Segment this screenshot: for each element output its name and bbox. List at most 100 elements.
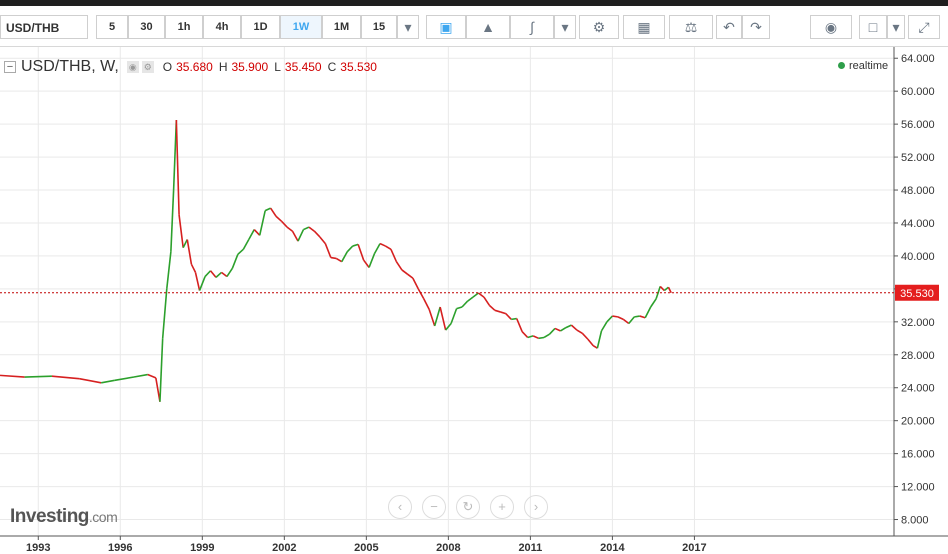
series-segment [170, 189, 175, 252]
studies-button[interactable]: ▦ [623, 15, 665, 39]
series-segment [379, 242, 386, 247]
series-segment [472, 292, 479, 298]
x-tick-label: 1993 [26, 542, 50, 554]
interval-1d[interactable]: 1D [241, 15, 280, 39]
series-segment [521, 331, 529, 339]
eye-icon[interactable]: ◉ [126, 61, 139, 73]
scroll-left-button[interactable]: ‹ [388, 495, 412, 519]
zoom-in-button[interactable]: + [490, 495, 514, 519]
high-value: 35.900 [231, 60, 269, 74]
redo-icon: ↷ [750, 19, 762, 35]
x-tick-label: 2002 [272, 542, 296, 554]
investing-logo: Investing.com [10, 506, 118, 528]
caret-down-icon: ▾ [404, 19, 412, 35]
redo-button[interactable]: ↷ [742, 15, 770, 39]
series-segment [373, 243, 381, 254]
minus-icon: − [430, 499, 438, 514]
interval-dropdown[interactable]: ▾ [397, 15, 419, 39]
series-segment [209, 270, 217, 278]
series-segment [515, 318, 523, 333]
interval-1m[interactable]: 1M [322, 15, 361, 39]
series-segment [667, 286, 672, 294]
series-segment [161, 288, 168, 339]
series-segment [237, 248, 244, 255]
last-price-tag: 35.530 [895, 284, 939, 301]
series-segment [500, 311, 507, 315]
series-segment [286, 226, 294, 232]
realtime-indicator: realtime [838, 60, 888, 72]
series-segment [663, 286, 669, 292]
y-tick-label: 8.000 [901, 515, 929, 527]
close-value: 35.530 [340, 60, 377, 74]
price-chart[interactable]: 64.000 60.000 56.000 52.000 48.000 44.000 40.0… [0, 47, 948, 554]
indicators-icon: ∫ [530, 19, 534, 35]
low-value: 35.450 [284, 60, 322, 74]
toolbar: USD/THB 5 30 1h 4h 1D 1W 1M 15 ▾ ▣ ▲ ∫ ▾… [0, 6, 948, 47]
series-segment [248, 229, 255, 240]
chart-legend: − USD/THB, W, ◉ ⚙ O 35.680 H 35.900 L 35.45… [0, 54, 377, 80]
indicators-button[interactable]: ∫ [510, 15, 554, 39]
scales-icon: ⚖ [684, 19, 698, 35]
logo-main: Investing [10, 506, 89, 527]
indicators-dropdown[interactable]: ▾ [554, 15, 576, 39]
y-tick-label: 24.000 [901, 383, 935, 395]
series-segment [159, 338, 164, 402]
color-button[interactable]: □ [859, 15, 887, 39]
gear-icon[interactable]: ⚙ [141, 61, 154, 73]
series-segment [215, 271, 222, 278]
price-series [0, 119, 672, 402]
compare-button[interactable]: ⚖ [669, 15, 713, 39]
y-tick-label: 48.000 [901, 185, 935, 197]
status-dot-icon [838, 62, 845, 69]
series-segment [538, 336, 545, 340]
scroll-right-button[interactable]: › [524, 495, 548, 519]
color-dropdown[interactable]: ▾ [887, 15, 905, 39]
series-segment [433, 306, 441, 327]
series-segment [560, 326, 567, 332]
series-segment [401, 269, 408, 275]
undo-button[interactable]: ↶ [716, 15, 742, 39]
series-segment [198, 276, 206, 291]
series-segment [532, 335, 539, 340]
x-tick-label: 1999 [190, 542, 214, 554]
series-segment [269, 207, 277, 217]
series-segment [324, 243, 332, 258]
area-chart-button[interactable]: ▲ [466, 15, 510, 39]
interval-1h[interactable]: 1h [165, 15, 203, 39]
series-segment [543, 333, 550, 339]
series-segment [644, 306, 652, 319]
interval-15[interactable]: 15 [361, 15, 397, 39]
series-segment [330, 256, 337, 260]
series-segment [439, 306, 447, 331]
series-segment [483, 296, 491, 306]
settings-button[interactable]: ⚙ [579, 15, 619, 39]
series-segment [352, 243, 359, 247]
series-segment [494, 309, 501, 313]
fullscreen-button[interactable]: ⤢ [908, 15, 940, 39]
area-chart-icon: ▲ [481, 19, 495, 35]
candles-button[interactable]: ▣ [426, 15, 466, 39]
series-segment [291, 230, 299, 242]
y-tick-label: 32.000 [901, 317, 935, 329]
series-segment [417, 288, 425, 300]
reset-button[interactable]: ↻ [456, 495, 480, 519]
collapse-legend-icon[interactable]: − [4, 61, 16, 73]
series-segment [385, 245, 392, 251]
interval-4h[interactable]: 4h [203, 15, 241, 39]
interval-1w[interactable]: 1W [280, 15, 322, 39]
snapshot-button[interactable]: ◉ [810, 15, 852, 39]
series-segment [182, 239, 188, 249]
series-segment [456, 306, 463, 310]
symbol-field[interactable]: USD/THB [0, 15, 88, 39]
open-value: 35.680 [176, 60, 213, 74]
series-segment [281, 220, 288, 228]
interval-5[interactable]: 5 [96, 15, 128, 39]
series-segment [194, 272, 201, 291]
x-tick-label: 2014 [600, 542, 625, 554]
zoom-out-button[interactable]: − [422, 495, 446, 519]
series-segment [297, 229, 305, 242]
interval-30[interactable]: 30 [128, 15, 165, 39]
series-segment [178, 214, 184, 248]
series-segment [101, 379, 115, 384]
plus-icon: + [498, 499, 506, 514]
